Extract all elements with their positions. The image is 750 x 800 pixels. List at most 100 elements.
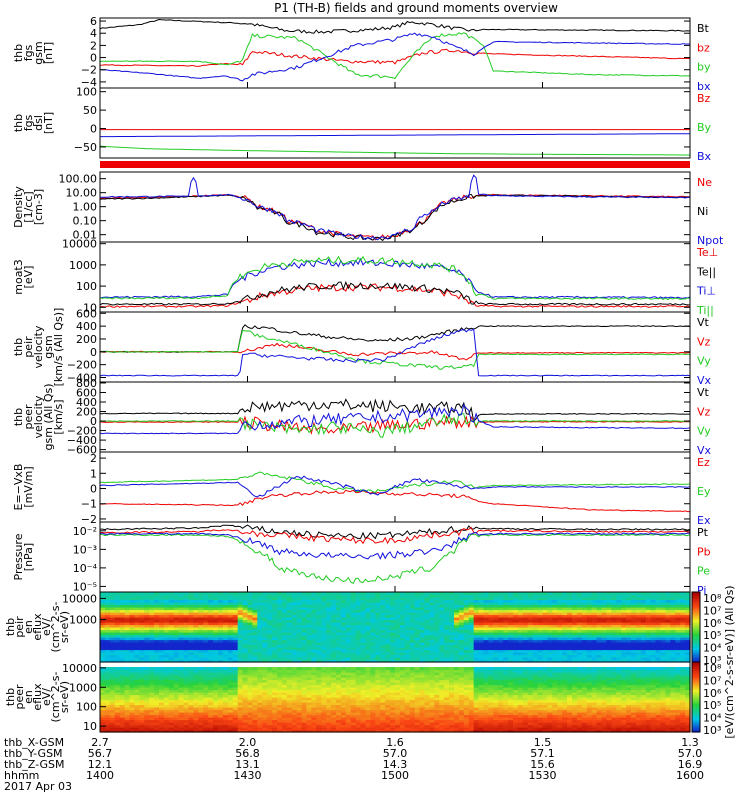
spectrogram-cell	[129, 717, 135, 721]
spectrogram-cell	[154, 709, 160, 713]
spectrogram-cell	[267, 677, 273, 681]
legend-entry: Vz	[697, 405, 711, 418]
spectrogram-cell	[517, 614, 524, 618]
spectrogram-cell	[154, 667, 160, 671]
spectrogram-cell	[119, 699, 126, 703]
spectrogram-cell	[301, 727, 308, 731]
spectrogram-cell	[645, 629, 652, 633]
spectrogram-cell	[395, 627, 401, 631]
spectrogram-cell	[552, 639, 558, 643]
spectrogram-cell	[227, 617, 234, 621]
spectrogram-cell	[134, 594, 140, 598]
spectrogram-cell	[409, 604, 416, 608]
spectrogram-cell	[591, 644, 598, 648]
spectrogram-cell	[134, 674, 140, 678]
spectrogram-cell	[129, 597, 135, 601]
spectrogram-cell	[281, 654, 288, 658]
spectrogram-cell	[124, 642, 131, 646]
spectrogram-cell	[557, 654, 563, 658]
spectrogram-cell	[149, 702, 155, 706]
spectrogram-cell	[252, 617, 258, 621]
spectrogram-cell	[267, 692, 273, 696]
spectrogram-cell	[213, 707, 219, 711]
spectrogram-cell	[463, 632, 470, 636]
spectrogram-cell	[454, 622, 460, 626]
spectrogram-cell	[193, 602, 199, 606]
spectrogram-cell	[513, 602, 519, 606]
spectrogram-cell	[527, 607, 534, 611]
spectrogram-cell	[345, 689, 352, 693]
spectrogram-cell	[640, 617, 647, 621]
spectrogram-cell	[336, 699, 342, 703]
spectrogram-cell	[198, 672, 204, 676]
spectrogram-cell	[336, 659, 342, 663]
spectrogram-cell	[296, 684, 303, 688]
spectrogram-cell	[340, 674, 347, 678]
spectrogram-cell	[321, 659, 327, 663]
spectrogram-cell	[449, 614, 455, 618]
spectrogram-cell	[257, 654, 263, 658]
spectrogram-cell	[331, 629, 337, 633]
spectrogram-cell	[517, 599, 524, 603]
spectrogram-cell	[296, 674, 303, 678]
spectrogram-cell	[611, 659, 617, 663]
spectrogram-cell	[340, 597, 347, 601]
spectrogram-cell	[321, 687, 327, 691]
spectrogram-cell	[281, 677, 288, 681]
spectrogram-cell	[267, 597, 273, 601]
spectrogram-cell	[198, 717, 204, 721]
spectrogram-cell	[213, 594, 219, 598]
spectrogram-cell	[493, 617, 499, 621]
spectrogram-cell	[124, 714, 131, 718]
spectrogram-cell	[316, 622, 322, 626]
spectrogram-cell	[640, 652, 647, 656]
spectrogram-cell	[311, 692, 317, 696]
spectrogram-cell	[242, 699, 249, 703]
spectrogram-cell	[296, 679, 303, 683]
spectrogram-cell	[576, 639, 583, 643]
spectrogram-cell	[247, 669, 253, 673]
spectrogram-cell	[242, 599, 249, 603]
spectrogram-cell	[114, 647, 121, 651]
spectrogram-cell	[404, 629, 411, 633]
spectrogram-cell	[321, 689, 327, 693]
spectrogram-cell	[124, 679, 131, 683]
spectrogram-cell	[100, 607, 106, 611]
spectrogram-cell	[444, 592, 450, 596]
spectrogram-cell	[547, 647, 553, 651]
spectrogram-cell	[154, 594, 160, 598]
spectrogram-cell	[414, 614, 421, 618]
spectrogram-cell	[395, 612, 401, 616]
spectrogram-cell	[178, 644, 185, 648]
spectrogram-cell	[326, 669, 332, 673]
spectrogram-cell	[301, 647, 308, 651]
spectrogram-cell	[665, 657, 671, 661]
spectrogram-cell	[340, 604, 347, 608]
spectrogram-cell	[660, 629, 666, 633]
spectrogram-cell	[517, 659, 524, 663]
spectrogram-cell	[331, 632, 337, 636]
spectrogram-cell	[399, 652, 406, 656]
spectrogram-cell	[316, 672, 322, 676]
spectrogram-cell	[242, 712, 249, 716]
spectrogram-cell	[616, 594, 622, 598]
spectrogram-cell	[237, 647, 244, 651]
spectrogram-cell	[188, 679, 194, 683]
spectrogram-cell	[144, 692, 150, 696]
spectrogram-cell	[331, 669, 337, 673]
spectrogram-cell	[611, 612, 617, 616]
spectrogram-cell	[552, 649, 558, 653]
spectrogram-cell	[272, 607, 278, 611]
ytick-label: 0	[90, 346, 97, 359]
spectrogram-cell	[331, 654, 337, 658]
spectrogram-cell	[203, 687, 209, 691]
spectrogram-cell	[345, 619, 352, 623]
ylabel-line: peir	[13, 616, 26, 638]
spectrogram-cell	[173, 642, 180, 646]
spectrogram-cell	[390, 594, 396, 598]
spectrogram-cell	[321, 607, 327, 611]
spectrogram-cell	[247, 632, 253, 636]
spectrogram-cell	[311, 687, 317, 691]
spectrogram-cell	[621, 649, 627, 653]
spectrogram-cell	[213, 619, 219, 623]
